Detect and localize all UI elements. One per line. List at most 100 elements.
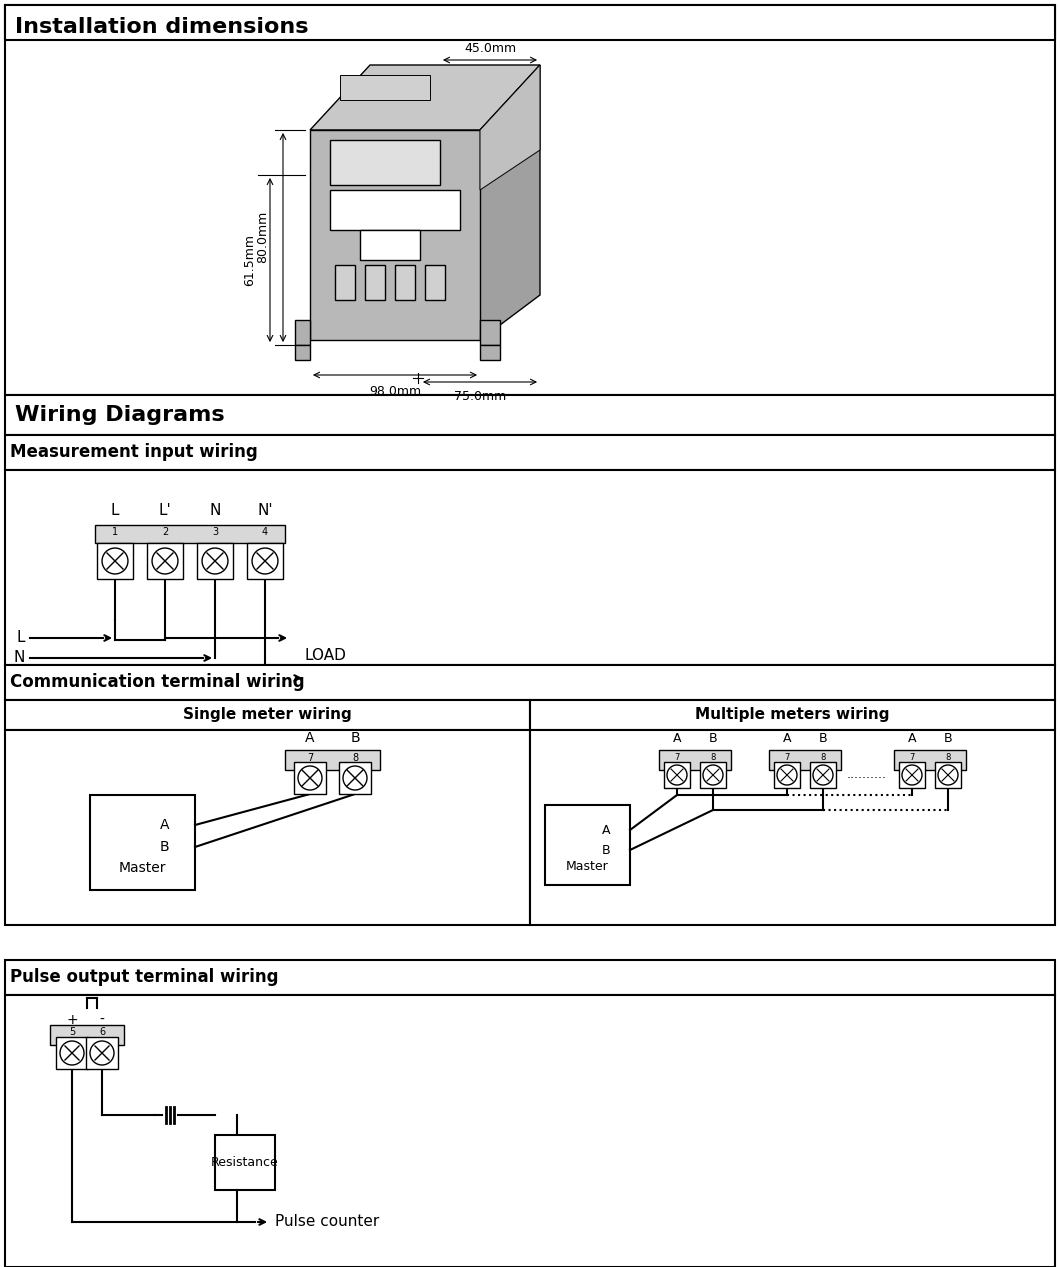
Text: Multiple meters wiring: Multiple meters wiring <box>694 707 889 722</box>
Bar <box>197 544 233 579</box>
Polygon shape <box>340 75 430 100</box>
Bar <box>285 750 379 770</box>
Text: +: + <box>66 1014 77 1028</box>
Bar <box>98 544 132 579</box>
Text: Communication terminal wiring: Communication terminal wiring <box>10 673 304 691</box>
Text: 98.0mm: 98.0mm <box>369 385 421 398</box>
Bar <box>5 5 1055 41</box>
Text: 1: 1 <box>112 527 118 537</box>
Text: 7: 7 <box>784 753 790 761</box>
Bar <box>56 1036 88 1069</box>
Bar <box>5 395 1055 435</box>
Bar <box>659 750 731 770</box>
Text: 8: 8 <box>820 753 826 761</box>
Text: 7: 7 <box>674 753 679 761</box>
Text: Installation dimensions: Installation dimensions <box>15 16 308 37</box>
Bar <box>247 544 283 579</box>
Bar <box>810 761 836 788</box>
Bar <box>664 761 690 788</box>
Bar <box>95 525 285 544</box>
Text: 61.5mm: 61.5mm <box>244 234 257 286</box>
Bar <box>5 665 1055 699</box>
Text: -: - <box>100 1014 105 1028</box>
Polygon shape <box>365 265 385 300</box>
Text: 7: 7 <box>909 753 915 761</box>
Text: L: L <box>17 631 25 645</box>
Polygon shape <box>330 139 440 185</box>
Bar <box>86 1036 118 1069</box>
Text: A: A <box>907 732 916 745</box>
Text: Measurement input wiring: Measurement input wiring <box>10 443 258 461</box>
Bar <box>700 761 726 788</box>
Bar <box>530 699 1055 730</box>
Text: Resistance: Resistance <box>211 1156 279 1168</box>
Bar <box>935 761 961 788</box>
Bar <box>5 470 1055 665</box>
Text: Master: Master <box>566 860 608 873</box>
Text: 75.0mm: 75.0mm <box>454 390 506 403</box>
Text: 45.0mm: 45.0mm <box>464 42 516 54</box>
Bar <box>5 995 1055 1267</box>
Text: A: A <box>673 732 682 745</box>
Bar <box>339 761 371 794</box>
Bar <box>5 5 1055 395</box>
Text: B: B <box>160 840 170 854</box>
Text: L': L' <box>159 503 172 518</box>
Text: 2: 2 <box>162 527 169 537</box>
Text: 8: 8 <box>352 753 358 763</box>
Bar <box>894 750 966 770</box>
Text: B: B <box>818 732 827 745</box>
Bar <box>5 960 1055 995</box>
Bar <box>899 761 925 788</box>
Bar <box>545 805 630 886</box>
Text: B: B <box>943 732 952 745</box>
Text: N: N <box>209 503 220 518</box>
Bar <box>50 1025 124 1045</box>
Text: Pulse output terminal wiring: Pulse output terminal wiring <box>10 968 279 986</box>
Text: 3: 3 <box>212 527 218 537</box>
Bar <box>5 435 1055 470</box>
Text: Pulse counter: Pulse counter <box>275 1215 379 1229</box>
Bar <box>5 699 530 730</box>
Polygon shape <box>360 231 420 260</box>
Polygon shape <box>335 265 355 300</box>
Text: Single meter wiring: Single meter wiring <box>182 707 351 722</box>
Text: L: L <box>110 503 119 518</box>
Text: Wiring Diagrams: Wiring Diagrams <box>15 405 225 424</box>
Polygon shape <box>295 321 310 345</box>
Text: 5: 5 <box>69 1028 75 1036</box>
Polygon shape <box>425 265 445 300</box>
Polygon shape <box>480 321 500 345</box>
Polygon shape <box>330 190 460 231</box>
Text: ..........: .......... <box>847 769 887 782</box>
Text: Master: Master <box>119 862 165 875</box>
Text: N: N <box>14 650 25 665</box>
Text: A: A <box>602 824 611 836</box>
Bar <box>215 1135 275 1190</box>
Text: 8: 8 <box>946 753 951 761</box>
Polygon shape <box>295 345 310 360</box>
Text: 4: 4 <box>262 527 268 537</box>
Bar <box>768 750 841 770</box>
Polygon shape <box>310 65 540 131</box>
Text: A: A <box>160 818 170 832</box>
Bar <box>530 730 1055 925</box>
Text: 80.0mm: 80.0mm <box>257 210 269 264</box>
Text: 6: 6 <box>99 1028 105 1036</box>
Bar <box>147 544 183 579</box>
Bar <box>294 761 326 794</box>
Polygon shape <box>480 65 540 340</box>
Text: LOAD: LOAD <box>305 647 347 663</box>
Bar <box>774 761 800 788</box>
Polygon shape <box>480 345 500 360</box>
Text: B: B <box>350 731 359 745</box>
Text: 7: 7 <box>307 753 313 763</box>
Bar <box>90 794 195 889</box>
Polygon shape <box>395 265 416 300</box>
Text: A: A <box>782 732 791 745</box>
Polygon shape <box>480 65 540 190</box>
Text: B: B <box>709 732 718 745</box>
Text: N': N' <box>258 503 272 518</box>
Bar <box>5 730 530 925</box>
Text: 8: 8 <box>710 753 716 761</box>
